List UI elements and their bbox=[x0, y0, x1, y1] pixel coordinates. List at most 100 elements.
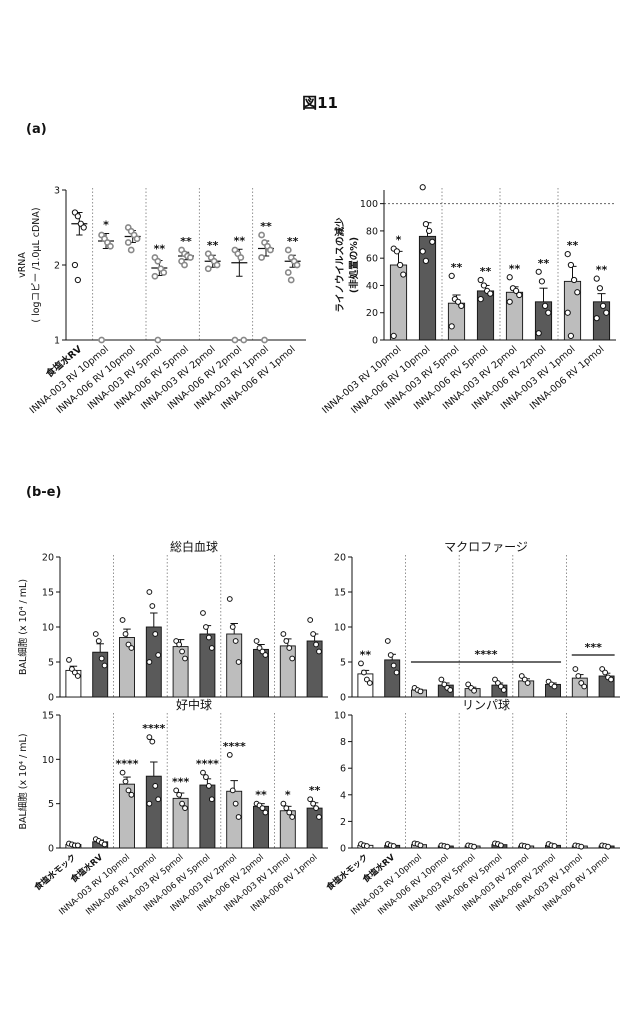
y-tick-label: 10 bbox=[334, 623, 346, 634]
y-tick-label: 0 bbox=[48, 844, 54, 855]
data-point bbox=[129, 247, 134, 252]
data-point bbox=[472, 688, 477, 693]
y-axis-label: (非処置の%) bbox=[348, 237, 360, 293]
category-label: 食塩水モック bbox=[324, 852, 370, 893]
data-point bbox=[478, 277, 483, 282]
data-point bbox=[394, 249, 399, 254]
data-point bbox=[603, 670, 608, 675]
data-point bbox=[284, 639, 289, 644]
bar bbox=[200, 634, 215, 697]
data-point bbox=[539, 279, 544, 284]
data-point bbox=[147, 660, 152, 665]
y-tick-label: 20 bbox=[366, 308, 378, 319]
data-point bbox=[153, 632, 158, 637]
data-point bbox=[233, 801, 238, 806]
data-point bbox=[147, 801, 152, 806]
y-tick-label: 2 bbox=[54, 261, 60, 272]
data-point bbox=[542, 303, 547, 308]
data-point bbox=[472, 844, 477, 849]
data-point bbox=[99, 337, 104, 342]
significance-label: ** bbox=[287, 235, 299, 248]
y-tick-label: 15 bbox=[334, 588, 346, 599]
data-point bbox=[99, 656, 104, 661]
data-point bbox=[182, 262, 187, 267]
data-point bbox=[102, 663, 107, 668]
data-point bbox=[289, 277, 294, 282]
data-point bbox=[204, 775, 209, 780]
data-point bbox=[498, 843, 503, 848]
significance-label: **** bbox=[196, 758, 219, 771]
significance-label: ** bbox=[509, 262, 521, 275]
data-point bbox=[206, 635, 211, 640]
data-point bbox=[281, 801, 286, 806]
data-point bbox=[183, 656, 188, 661]
data-point bbox=[126, 788, 131, 793]
data-point bbox=[204, 625, 209, 630]
data-point bbox=[600, 303, 605, 308]
data-point bbox=[445, 844, 450, 849]
data-point bbox=[156, 797, 161, 802]
y-tick-label: 10 bbox=[42, 623, 54, 634]
significance-label: ** bbox=[207, 239, 219, 252]
y-axis-label: BAL細胞 (x 10⁴ / mL) bbox=[17, 579, 29, 675]
data-point bbox=[286, 270, 291, 275]
data-point bbox=[507, 275, 512, 280]
bar bbox=[173, 647, 188, 697]
y-tick-label: 8 bbox=[340, 737, 346, 748]
significance-label: ** bbox=[309, 784, 321, 797]
data-point bbox=[284, 806, 289, 811]
data-point bbox=[385, 639, 390, 644]
data-point bbox=[314, 642, 319, 647]
data-point bbox=[93, 632, 98, 637]
data-point bbox=[573, 667, 578, 672]
significance-label: * bbox=[396, 234, 402, 247]
data-point bbox=[478, 296, 483, 301]
significance-label: ** bbox=[260, 220, 272, 233]
data-point bbox=[263, 653, 268, 658]
y-tick-label: 5 bbox=[48, 658, 54, 669]
y-tick-label: 2 bbox=[340, 817, 346, 828]
y-tick-label: 20 bbox=[42, 553, 54, 564]
y-axis-label: vRNA bbox=[17, 252, 28, 278]
data-point bbox=[230, 788, 235, 793]
data-point bbox=[236, 660, 241, 665]
data-point bbox=[420, 249, 425, 254]
data-point bbox=[241, 337, 246, 342]
data-point bbox=[568, 262, 573, 267]
data-point bbox=[262, 337, 267, 342]
y-tick-label: 10 bbox=[334, 711, 346, 722]
data-point bbox=[134, 236, 139, 241]
data-point bbox=[536, 331, 541, 336]
data-point bbox=[565, 251, 570, 256]
data-point bbox=[552, 684, 557, 689]
data-point bbox=[439, 677, 444, 682]
bracket-label: **** bbox=[474, 648, 497, 661]
significance-label: * bbox=[103, 219, 109, 232]
data-point bbox=[481, 283, 486, 288]
data-point bbox=[517, 292, 522, 297]
data-point bbox=[317, 815, 322, 820]
data-point bbox=[120, 618, 125, 623]
data-point bbox=[174, 788, 179, 793]
chart-vrna: vRNA( logコピー /1.0μL cDNA)123食塩水RV*INNA-0… bbox=[17, 186, 306, 417]
y-tick-label: 6 bbox=[340, 764, 346, 775]
bar bbox=[280, 646, 295, 697]
data-point bbox=[209, 797, 214, 802]
data-point bbox=[391, 663, 396, 668]
data-point bbox=[232, 337, 237, 342]
data-point bbox=[575, 290, 580, 295]
significance-label: ** bbox=[538, 257, 550, 270]
data-point bbox=[201, 611, 206, 616]
y-tick-label: 0 bbox=[372, 336, 378, 347]
chart-title: 好中球 bbox=[176, 697, 212, 712]
y-tick-label: 3 bbox=[54, 186, 60, 197]
data-point bbox=[426, 228, 431, 233]
data-point bbox=[227, 753, 232, 758]
data-point bbox=[152, 274, 157, 279]
data-point bbox=[129, 646, 134, 651]
data-point bbox=[67, 658, 72, 663]
data-point bbox=[153, 784, 158, 789]
data-point bbox=[449, 324, 454, 329]
data-point bbox=[290, 815, 295, 820]
